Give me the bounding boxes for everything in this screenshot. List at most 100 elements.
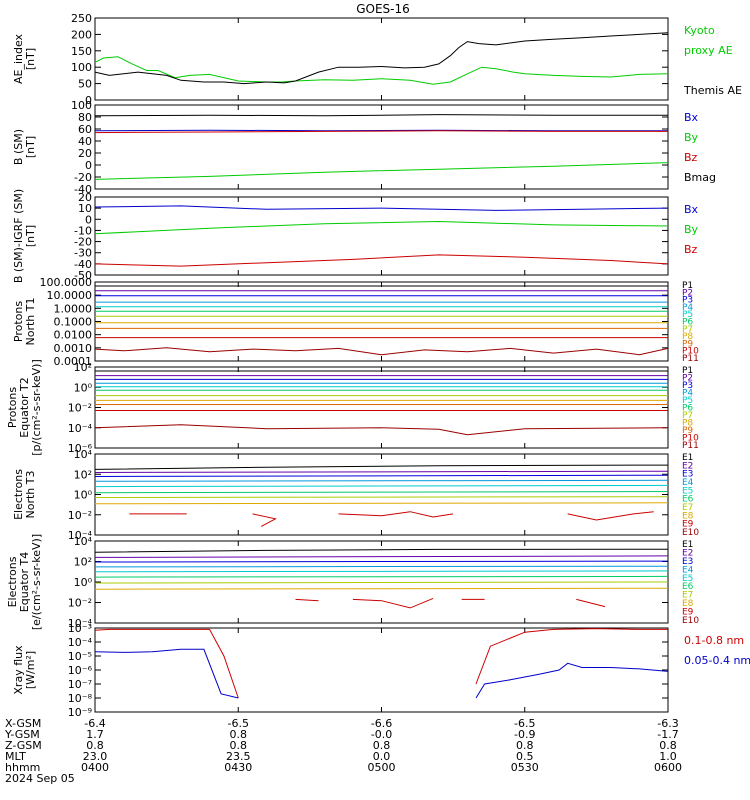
- orbit-row-value: 0430: [224, 761, 252, 774]
- legend-item: P2: [682, 374, 693, 384]
- legend-item: P10: [682, 434, 699, 444]
- y-tick-label: 10⁻⁴: [68, 529, 93, 542]
- legend-item: P11: [682, 441, 699, 451]
- legend-item: P9: [682, 339, 693, 349]
- series-line: [94, 479, 669, 482]
- legend-item: P3: [682, 296, 693, 306]
- y-tick-label: 10⁰: [74, 576, 93, 589]
- orbit-row-value: -6.4: [84, 717, 105, 730]
- y-tick-label: 0.0001: [54, 355, 93, 368]
- legend-item: proxy AE: [684, 44, 733, 57]
- panel-pt2: 10⁻⁶ 10⁻⁴ 10⁻² 10⁰ 10² Protons Equator T2 [p/(c…: [6, 359, 699, 456]
- orbit-row-label: Z-GSM: [5, 739, 42, 752]
- legend-item: P11: [682, 354, 699, 364]
- y-axis-label: North T3: [24, 471, 37, 519]
- legend-item: E1: [682, 453, 693, 463]
- legend-item: Bx: [684, 203, 699, 216]
- legend-item: P6: [682, 404, 693, 414]
- series-line: [94, 254, 669, 267]
- orbit-row-value: 0.8: [230, 739, 248, 752]
- y-tick-label: 10⁴: [74, 535, 93, 548]
- y-tick-label: -20: [74, 236, 92, 249]
- y-axis-label: Protons: [6, 387, 19, 428]
- y-axis-label: [p/(cm²-s-sr-keV)]: [30, 359, 43, 456]
- plot-title: GOES-16: [356, 2, 410, 16]
- y-axis-label: [nT]: [24, 136, 37, 158]
- y-tick-label: 10⁻⁹: [68, 706, 92, 719]
- y-tick-label: 0: [85, 94, 92, 107]
- y-tick-label: 100: [71, 99, 92, 112]
- panel-xray: 10⁻⁹10⁻⁸10⁻⁷10⁻⁶10⁻⁵10⁻⁴10⁻³ Xray flux [W/…: [12, 622, 750, 719]
- orbit-row-value: 0.8: [659, 739, 677, 752]
- orbit-row-value: 0400: [81, 761, 109, 774]
- series-line: [252, 513, 277, 527]
- series-line: [94, 424, 669, 436]
- y-tick-label: 10⁴: [74, 448, 93, 461]
- y-axis-label: [nT]: [24, 225, 37, 247]
- series-line: [94, 648, 239, 699]
- y-tick-label: 60: [78, 123, 92, 136]
- y-tick-label: 10⁻⁷: [68, 678, 92, 691]
- y-tick-label: 50: [78, 78, 92, 91]
- series-line: [94, 628, 239, 699]
- legend-item: 0.1-0.8 nm: [684, 634, 744, 647]
- y-axis-label: Electrons: [6, 556, 19, 607]
- series-line: [94, 162, 669, 180]
- y-axis-label: B (SM)-IGRF (SM): [12, 189, 25, 283]
- legend-item: E8: [682, 511, 694, 521]
- y-tick-label: 1.0000: [54, 302, 93, 315]
- y-axis-label: [e/(cm²-s-sr-keV)]: [30, 534, 43, 630]
- y-tick-label: 40: [78, 135, 92, 148]
- orbit-row-value: -6.5: [228, 717, 249, 730]
- y-tick-label: 10⁻²: [68, 597, 92, 610]
- legend-item: 0.05-0.4 nm: [684, 654, 750, 667]
- y-tick-label: 0: [85, 213, 92, 226]
- y-tick-label: 0: [85, 159, 92, 172]
- series-line: [295, 598, 319, 602]
- orbit-row-value: -6.6: [371, 717, 392, 730]
- y-axis-label: Protons: [12, 301, 25, 342]
- y-tick-label: 10⁻⁴: [68, 422, 93, 435]
- series-line: [94, 560, 669, 563]
- series-line: [94, 56, 669, 85]
- series-line: [338, 511, 454, 518]
- panel-et4: 10⁻⁴ 10⁻² 10⁰ 10² 10⁴ Electrons Equator T4 [e/(…: [6, 534, 699, 630]
- series-line: [94, 129, 668, 132]
- legend-item: E8: [682, 599, 694, 609]
- y-axis-label: B (SM): [12, 129, 25, 165]
- legend-item: Themis AE: [683, 84, 742, 97]
- y-tick-label: 10.0000: [47, 289, 93, 302]
- y-tick-label: -30: [74, 247, 92, 260]
- orbit-row-value: -0.0: [371, 728, 392, 741]
- legend-item: P8: [682, 419, 693, 429]
- legend-item: Kyoto: [684, 24, 715, 37]
- y-tick-label: 10⁻⁶: [68, 664, 93, 677]
- y-tick-label: -40: [74, 258, 92, 271]
- y-tick-label: -20: [74, 171, 92, 184]
- legend-item: By: [684, 131, 699, 144]
- orbit-row-value: -1.7: [657, 728, 678, 741]
- orbit-row-value: 0.8: [86, 739, 104, 752]
- y-axis-label: Equator T2: [18, 377, 31, 437]
- y-tick-label: 10⁻²: [68, 402, 92, 415]
- series-line: [94, 502, 669, 505]
- orbit-row-value: -0.9: [514, 728, 535, 741]
- series-line: [576, 598, 606, 608]
- legend-item: By: [684, 223, 699, 236]
- panel-frame: [94, 17, 669, 101]
- legend-item: E7: [682, 591, 693, 601]
- y-tick-label: 10⁻²: [68, 509, 92, 522]
- y-tick-label: 10⁻⁸: [68, 692, 93, 705]
- y-tick-label: 150: [71, 45, 92, 58]
- series-line: [94, 491, 669, 494]
- orbit-row-label: Y-GSM: [4, 728, 40, 741]
- legend-item: E6: [682, 495, 694, 505]
- orbit-row-value: 0.8: [373, 739, 391, 752]
- orbit-row-value: -6.5: [514, 717, 535, 730]
- y-tick-label: 80: [78, 111, 92, 124]
- series-line: [94, 32, 669, 85]
- panel-frame: [94, 627, 669, 713]
- orbit-row-value: 0600: [654, 761, 682, 774]
